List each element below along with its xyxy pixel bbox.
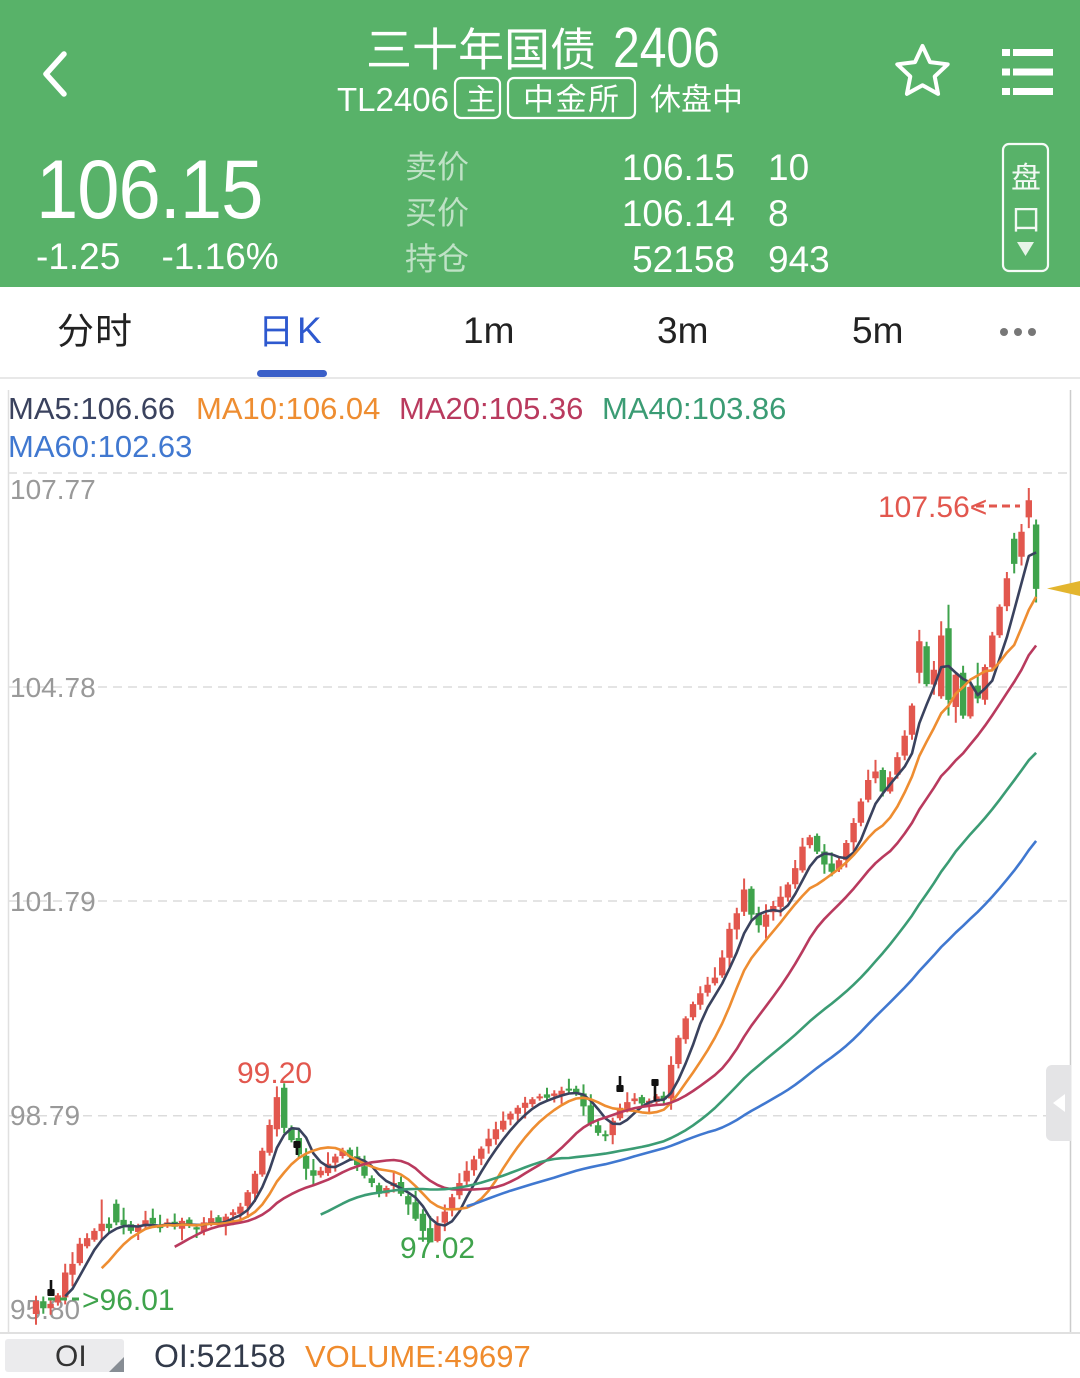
svg-text:5m: 5m: [852, 310, 903, 351]
svg-text:107.77: 107.77: [10, 474, 96, 505]
svg-text:MA5:106.66: MA5:106.66: [8, 391, 175, 426]
svg-text:MA10:106.04: MA10:106.04: [196, 391, 380, 426]
svg-text:1m: 1m: [463, 310, 514, 351]
svg-text:98.79: 98.79: [10, 1100, 80, 1131]
svg-text:OI:52158: OI:52158: [154, 1338, 286, 1374]
svg-text:3m: 3m: [657, 310, 708, 351]
svg-text:107.56<: 107.56<: [878, 491, 987, 524]
svg-text:K: K: [297, 310, 322, 351]
svg-text:MA60:102.63: MA60:102.63: [8, 429, 192, 464]
svg-text:99.20: 99.20: [237, 1057, 312, 1090]
svg-text:101.79: 101.79: [10, 886, 96, 917]
svg-text:95.80: 95.80: [10, 1294, 80, 1325]
svg-text:97.02: 97.02: [400, 1232, 475, 1265]
svg-text:104.78: 104.78: [10, 672, 96, 703]
svg-text:OI: OI: [55, 1340, 87, 1373]
svg-text:MA40:103.86: MA40:103.86: [602, 391, 786, 426]
svg-text:MA20:105.36: MA20:105.36: [399, 391, 583, 426]
svg-text:>96.01: >96.01: [82, 1284, 175, 1317]
svg-text:VOLUME:49697: VOLUME:49697: [305, 1339, 531, 1374]
svg-text:2406: 2406: [613, 16, 720, 80]
